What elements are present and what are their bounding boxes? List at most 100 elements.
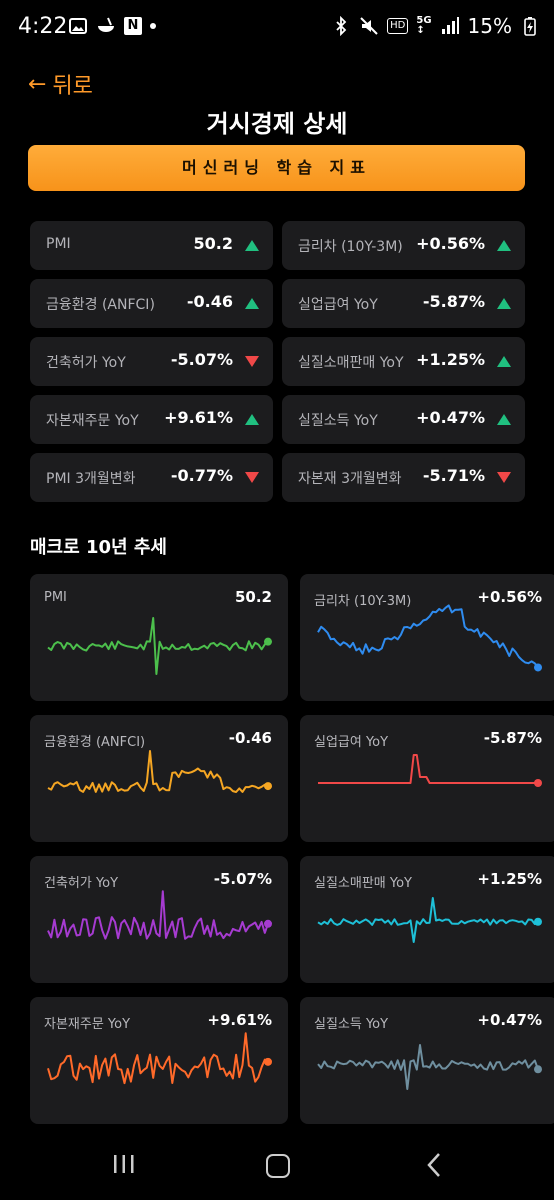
sparkline-line [318,754,538,784]
naver-icon: N [124,17,142,35]
triangle-up-icon [245,414,259,425]
trend-value: +0.47% [477,1011,542,1029]
metric-value: +0.56% [416,234,485,253]
trend-value: -0.46 [228,729,272,747]
triangle-up-icon [497,298,511,309]
metric-label: 실질소득 YoY [298,413,378,429]
trend-grid: PMI 50.2 금리차 (10Y-3M) +0.56% 금융환경 (ANFCI) -0.… [30,574,554,1124]
sparkline-end-point [264,637,272,646]
metric-card[interactable]: PMI 3개월변화 -0.77% [30,453,273,502]
metric-card[interactable]: 금리차 (10Y-3M) +0.56% [282,221,525,270]
triangle-up-icon [497,356,511,367]
metric-card[interactable]: 실질소득 YoY +0.47% [282,395,525,444]
triangle-down-icon [497,472,511,483]
triangle-up-icon [245,298,259,309]
metric-value: -5.87% [422,292,485,311]
signal-icon [441,17,459,34]
trend-value: 50.2 [234,588,272,606]
metric-grid: PMI 50.2 금리차 (10Y-3M) +0.56% 금융환경 (ANFCI) -0.… [30,221,525,502]
sparkline-chart [317,1044,542,1090]
bluetooth-icon [336,16,347,36]
trend-value: +1.25% [477,870,542,888]
back-label: 뒤로 [52,74,93,99]
metric-label: 금융환경 (ANFCI) [46,297,155,313]
recents-icon[interactable] [112,1154,136,1174]
food-bowl-icon [98,17,114,32]
battery-percent: 15% [467,14,512,38]
gallery-icon [69,18,87,34]
metric-value: -0.46 [186,292,233,311]
sparkline-chart [317,897,542,943]
trend-value: +0.56% [477,588,542,606]
sparkline-chart [47,617,272,675]
trend-value: -5.07% [213,870,272,888]
sparkline-chart [47,890,272,940]
metric-value: +1.25% [416,350,485,369]
triangle-up-icon [497,240,511,251]
trend-card[interactable]: 금융환경 (ANFCI) -0.46 [30,715,288,842]
metric-value: -5.71% [422,466,485,485]
sparkline-end-point [264,919,272,928]
triangle-down-icon [245,356,259,367]
trend-label: 건축허가 YoY [44,876,119,891]
sparkline-line [317,897,539,943]
home-icon[interactable] [266,1154,290,1178]
hd-voice-icon: HD [387,18,409,34]
trend-card[interactable]: 실업급여 YoY -5.87% [300,715,554,842]
sparkline-end-point [534,917,542,926]
sparkline-chart [47,1032,272,1085]
metric-label: 건축허가 YoY [46,355,126,371]
metric-value: -0.77% [170,466,233,485]
sparkline-line [47,890,269,940]
status-bar: 4:22 N HD 5G ↕ 15% [0,0,554,56]
triangle-up-icon [497,414,511,425]
status-time: 4:22 [18,14,68,39]
navigation-bar [0,1140,554,1200]
back-button[interactable]: ← 뒤로 [28,68,93,100]
trend-label: 자본재주문 YoY [44,1017,131,1032]
metric-card[interactable]: 건축허가 YoY -5.07% [30,337,273,386]
trend-card[interactable]: PMI 50.2 [30,574,288,701]
trend-label: 금융환경 (ANFCI) [44,735,146,750]
trend-label: 금리차 (10Y-3M) [314,594,412,609]
metric-card[interactable]: 금융환경 (ANFCI) -0.46 [30,279,273,328]
sparkline-end-point [264,1057,272,1066]
metric-card[interactable]: 자본재 3개월변화 -5.71% [282,453,525,502]
back-nav-icon[interactable] [424,1152,446,1178]
metric-label: 실업급여 YoY [298,297,378,313]
sparkline-line [47,1032,269,1085]
trend-label: 실업급여 YoY [314,735,389,750]
metric-value: +9.61% [164,408,233,427]
trend-card[interactable]: 금리차 (10Y-3M) +0.56% [300,574,554,701]
metric-card[interactable]: 실질소매판매 YoY +1.25% [282,337,525,386]
trend-card[interactable]: 건축허가 YoY -5.07% [30,856,288,983]
system-icons: HD 5G ↕ 15% [331,14,540,38]
sparkline-chart [318,754,542,787]
metric-card[interactable]: 실업급여 YoY -5.87% [282,279,525,328]
trend-value: -5.87% [483,729,542,747]
sparkline-line [317,604,539,669]
metric-label: 자본재주문 YoY [46,413,139,429]
trend-card[interactable]: 자본재주문 YoY +9.61% [30,997,288,1124]
metric-value: -5.07% [170,350,233,369]
trend-card[interactable]: 실질소매판매 YoY +1.25% [300,856,554,983]
metric-card[interactable]: PMI 50.2 [30,221,273,270]
trend-label: 실질소득 YoY [314,1017,389,1032]
sparkline-end-point [534,663,542,672]
trend-label: 실질소매판매 YoY [314,876,413,891]
ml-metrics-button[interactable]: 머신러닝 학습 지표 [28,145,525,191]
metric-label: 실질소매판매 YoY [298,355,404,371]
page-title: 거시경제 상세 [206,110,348,138]
battery-charging-icon [524,17,536,36]
sparkline-chart [317,604,542,672]
trend-label: PMI [44,590,67,605]
sparkline-line [47,617,269,675]
sparkline-line [47,750,269,793]
sparkline-end-point [534,1065,542,1074]
triangle-down-icon [245,472,259,483]
metric-value: +0.47% [416,408,485,427]
metric-value: 50.2 [193,234,233,253]
metric-card[interactable]: 자본재주문 YoY +9.61% [30,395,273,444]
trend-card[interactable]: 실질소득 YoY +0.47% [300,997,554,1124]
sparkline-line [317,1044,539,1090]
